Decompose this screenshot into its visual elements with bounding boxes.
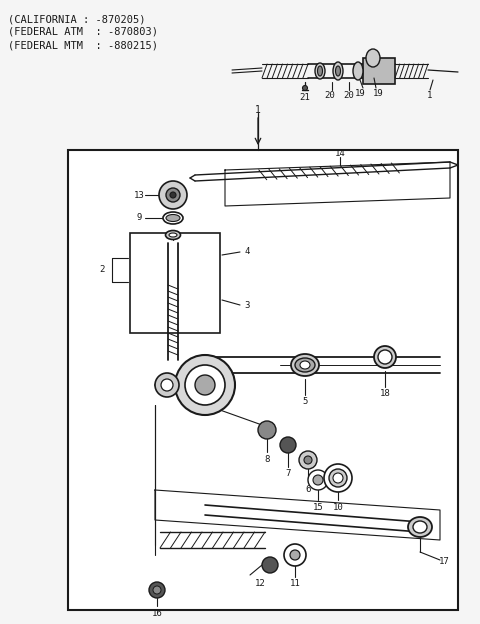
Text: (FEDERAL MTM  : -880215): (FEDERAL MTM : -880215) xyxy=(8,40,158,50)
Circle shape xyxy=(153,586,161,594)
Text: 8: 8 xyxy=(264,454,270,464)
Circle shape xyxy=(175,355,235,415)
Circle shape xyxy=(166,188,180,202)
Ellipse shape xyxy=(166,215,180,222)
Text: 2: 2 xyxy=(99,265,105,275)
Ellipse shape xyxy=(366,49,380,67)
Ellipse shape xyxy=(295,358,315,372)
Ellipse shape xyxy=(408,517,432,537)
Text: (FEDERAL ATM  : -870803): (FEDERAL ATM : -870803) xyxy=(8,27,158,37)
Circle shape xyxy=(299,451,317,469)
Circle shape xyxy=(161,379,173,391)
Text: 18: 18 xyxy=(380,389,390,399)
Text: 4: 4 xyxy=(244,248,250,256)
Text: 10: 10 xyxy=(333,502,343,512)
Text: 15: 15 xyxy=(312,502,324,512)
Bar xyxy=(363,58,395,84)
Text: 21: 21 xyxy=(300,92,311,102)
Text: 3: 3 xyxy=(244,301,250,310)
Text: 19: 19 xyxy=(372,89,384,99)
Circle shape xyxy=(262,557,278,573)
Circle shape xyxy=(195,375,215,395)
Circle shape xyxy=(333,473,343,483)
Bar xyxy=(130,233,220,333)
Ellipse shape xyxy=(291,354,319,376)
Circle shape xyxy=(185,365,225,405)
Text: 11: 11 xyxy=(289,580,300,588)
Text: 13: 13 xyxy=(133,190,144,200)
Circle shape xyxy=(159,181,187,209)
Ellipse shape xyxy=(413,521,427,533)
Text: (CALIFORNIA : -870205): (CALIFORNIA : -870205) xyxy=(8,14,145,24)
Text: 9: 9 xyxy=(136,213,142,223)
Ellipse shape xyxy=(300,361,310,369)
Text: 5: 5 xyxy=(302,397,308,406)
Ellipse shape xyxy=(169,233,177,237)
Text: 20: 20 xyxy=(344,92,354,100)
Circle shape xyxy=(308,470,328,490)
Text: 20: 20 xyxy=(324,92,336,100)
Ellipse shape xyxy=(166,230,180,240)
Circle shape xyxy=(304,456,312,464)
Bar xyxy=(68,150,458,610)
Circle shape xyxy=(324,464,352,492)
Ellipse shape xyxy=(317,66,323,76)
Text: 16: 16 xyxy=(152,608,162,618)
Text: 6: 6 xyxy=(305,484,311,494)
Circle shape xyxy=(329,469,347,487)
Ellipse shape xyxy=(336,66,340,76)
Circle shape xyxy=(302,85,308,90)
Text: 1: 1 xyxy=(427,92,432,100)
Circle shape xyxy=(170,192,176,198)
Text: 1: 1 xyxy=(255,105,261,115)
Text: 19: 19 xyxy=(355,89,365,99)
Circle shape xyxy=(258,421,276,439)
Ellipse shape xyxy=(374,346,396,368)
Circle shape xyxy=(155,373,179,397)
Text: 12: 12 xyxy=(254,580,265,588)
Ellipse shape xyxy=(378,350,392,364)
Circle shape xyxy=(313,475,323,485)
Ellipse shape xyxy=(163,212,183,224)
Ellipse shape xyxy=(333,62,343,80)
Circle shape xyxy=(149,582,165,598)
Circle shape xyxy=(290,550,300,560)
Text: 14: 14 xyxy=(335,149,346,157)
Text: 7: 7 xyxy=(285,469,291,479)
Ellipse shape xyxy=(353,62,363,80)
Text: 17: 17 xyxy=(439,557,449,567)
Ellipse shape xyxy=(315,63,325,79)
Circle shape xyxy=(284,544,306,566)
Circle shape xyxy=(280,437,296,453)
